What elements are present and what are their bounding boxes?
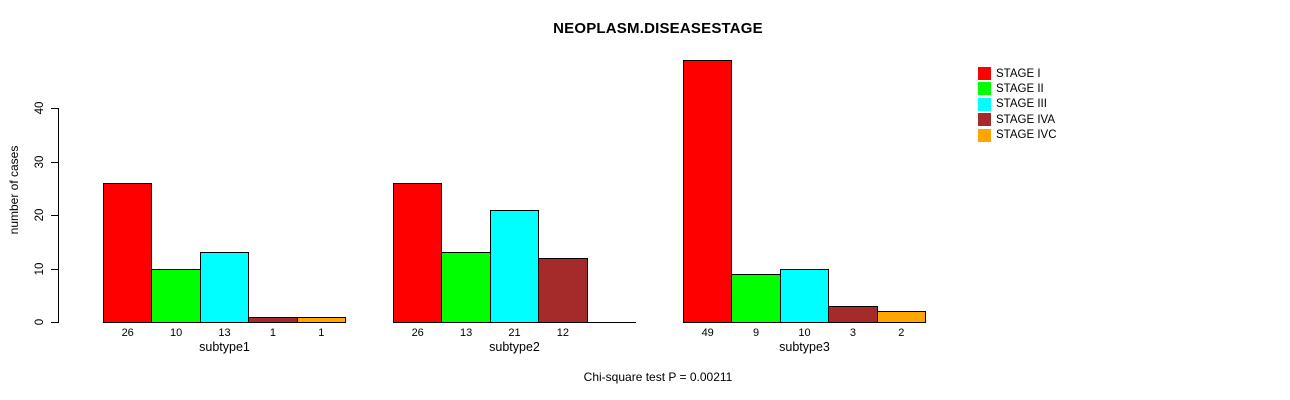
legend-item-stage-ivc: STAGE IVC bbox=[978, 128, 1057, 143]
legend-label: STAGE II bbox=[996, 82, 1044, 95]
y-tick-label: 0 bbox=[34, 318, 46, 326]
bar-value-label: 2 bbox=[898, 327, 905, 339]
chart-title: NEOPLASM.DISEASESTAGE bbox=[553, 20, 763, 37]
bar-subtype2-stage-iva bbox=[538, 257, 588, 323]
y-axis-line bbox=[58, 108, 59, 323]
bar-subtype3-stage-iii bbox=[779, 268, 830, 323]
bar-value-label: 9 bbox=[753, 327, 760, 339]
legend-label: STAGE IVC bbox=[996, 129, 1057, 142]
bar-value-label: 49 bbox=[701, 327, 714, 339]
bar-subtype3-stage-i bbox=[683, 59, 733, 323]
bar-value-label: 13 bbox=[459, 327, 473, 339]
legend-swatch-stage-i bbox=[978, 67, 991, 80]
legend-swatch-stage-ii bbox=[978, 82, 991, 96]
legend-label: STAGE I bbox=[996, 67, 1041, 80]
bar-subtype3-stage-ii bbox=[731, 273, 781, 323]
bar-subtype1-stage-iva bbox=[248, 316, 298, 323]
bar-subtype3-stage-iva bbox=[828, 305, 878, 323]
bar-value-label: 10 bbox=[169, 327, 183, 339]
chi-square-footnote: Chi-square test P = 0.00211 bbox=[583, 370, 733, 384]
bar-value-label: 10 bbox=[798, 327, 811, 339]
y-tick-label: 40 bbox=[34, 101, 46, 115]
bar-value-label: 1 bbox=[269, 327, 276, 339]
bar-subtype2-stage-i bbox=[393, 182, 443, 323]
bar-value-label: 13 bbox=[218, 327, 231, 339]
legend-label: STAGE III bbox=[996, 98, 1047, 111]
legend-label: STAGE IVA bbox=[996, 113, 1056, 126]
y-tick bbox=[51, 161, 58, 163]
bar-subtype1-stage-ii bbox=[151, 268, 201, 323]
legend-swatch-stage-iii bbox=[978, 97, 991, 111]
y-tick-label: 30 bbox=[34, 155, 46, 168]
legend-item-stage-iva: STAGE IVA bbox=[978, 112, 1055, 127]
y-tick bbox=[51, 322, 58, 323]
x-category-label-subtype3: subtype3 bbox=[779, 340, 830, 354]
bar-value-label: 26 bbox=[121, 327, 134, 339]
bar-subtype2-stage-iii bbox=[489, 209, 540, 323]
y-axis-label: number of cases bbox=[7, 145, 21, 235]
y-tick bbox=[51, 215, 58, 216]
bar-subtype3-stage-ivc bbox=[876, 311, 926, 323]
x-category-label-subtype1: subtype1 bbox=[199, 340, 250, 354]
legend-item-stage-i: STAGE I bbox=[978, 66, 1041, 81]
bar-subtype1-stage-i bbox=[103, 182, 153, 323]
legend-swatch-stage-iva bbox=[978, 113, 991, 127]
bar-value-label: 12 bbox=[556, 327, 569, 339]
y-tick bbox=[51, 108, 58, 109]
bar-subtype2-stage-ii bbox=[441, 252, 491, 323]
legend-swatch-stage-ivc bbox=[978, 128, 991, 142]
x-category-label-subtype2: subtype2 bbox=[489, 340, 540, 354]
bar-value-label: 26 bbox=[411, 327, 424, 339]
bar-value-label: 21 bbox=[508, 327, 521, 339]
bar-subtype1-stage-ivc bbox=[296, 316, 346, 323]
y-tick-label: 20 bbox=[34, 208, 46, 222]
bar-subtype1-stage-iii bbox=[199, 252, 250, 323]
bar-value-label: 3 bbox=[849, 327, 856, 339]
y-tick-label: 10 bbox=[34, 262, 46, 275]
y-tick bbox=[51, 268, 58, 270]
legend-item-stage-ii: STAGE II bbox=[978, 81, 1044, 96]
legend-item-stage-iii: STAGE III bbox=[978, 97, 1047, 112]
bar-value-label: 1 bbox=[318, 327, 325, 339]
